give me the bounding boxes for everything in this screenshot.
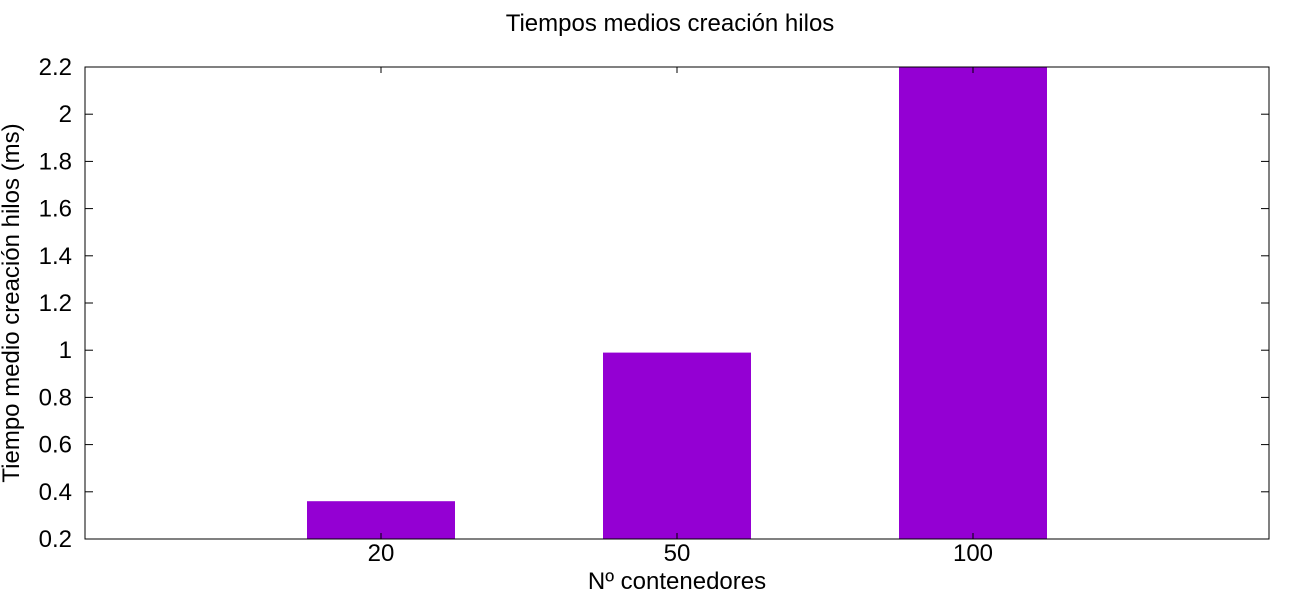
x-tick-label: 50 [664,540,691,567]
y-tick-label: 1.4 [39,243,72,270]
x-tick-label: 20 [368,540,395,567]
bar-20 [307,501,455,539]
x-axis-label: Nº contenedores [588,568,766,595]
y-tick-label: 0.6 [39,432,72,459]
x-tick-label: 100 [953,540,993,567]
y-tick-label: 0.4 [39,479,72,506]
y-tick-label: 0.8 [39,384,72,411]
y-tick-label: 1.2 [39,290,72,317]
bar-50 [603,352,751,539]
y-axis-label: Tiempo medio creación hilos (ms) [0,123,25,482]
x-axis: 20 50 100 [368,67,993,567]
y-tick-label: 1 [59,337,72,364]
bars-group [307,67,1047,539]
y-tick-label: 0.2 [39,526,72,553]
bar-100 [899,67,1047,539]
chart-title: Tiempos medios creación hilos [506,10,835,37]
y-tick-label: 2 [59,101,72,128]
y-tick-label: 1.6 [39,196,72,223]
y-tick-label: 2.2 [39,54,72,81]
y-tick-label: 1.8 [39,148,72,175]
y-axis: 0.2 0.4 0.6 0.8 1 1.2 1.4 1.6 1.8 2 2.2 [39,54,1269,553]
